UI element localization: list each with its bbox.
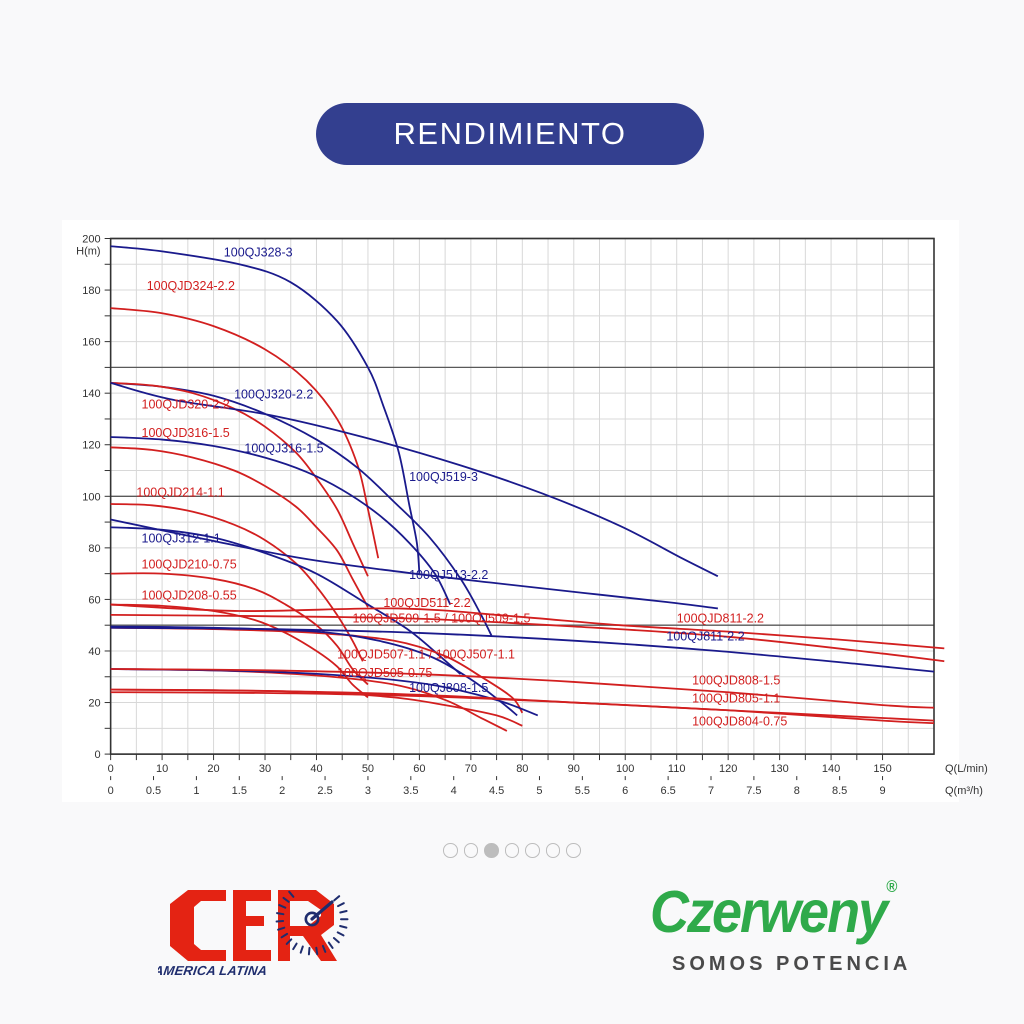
svg-text:8.5: 8.5 xyxy=(832,785,847,797)
svg-text:0.5: 0.5 xyxy=(146,785,161,797)
svg-text:0: 0 xyxy=(108,785,114,797)
svg-text:100QJD214-1.1: 100QJD214-1.1 xyxy=(136,485,224,499)
svg-text:100QJD811-2.2: 100QJD811-2.2 xyxy=(677,612,764,626)
svg-text:120: 120 xyxy=(82,440,100,452)
svg-text:60: 60 xyxy=(88,594,100,606)
svg-text:4: 4 xyxy=(451,785,457,797)
svg-text:H(m): H(m) xyxy=(76,246,100,258)
svg-text:100: 100 xyxy=(616,763,634,775)
svg-text:7.5: 7.5 xyxy=(746,785,761,797)
svg-text:70: 70 xyxy=(465,763,477,775)
svg-text:50: 50 xyxy=(362,763,374,775)
svg-text:9: 9 xyxy=(879,785,885,797)
svg-text:80: 80 xyxy=(88,543,100,555)
svg-text:AMERICA LATINA: AMERICA LATINA xyxy=(158,963,268,978)
svg-text:30: 30 xyxy=(259,763,271,775)
svg-text:100QJD324-2.2: 100QJD324-2.2 xyxy=(147,279,235,293)
svg-text:40: 40 xyxy=(88,646,100,658)
svg-text:100QJD320-2.2: 100QJD320-2.2 xyxy=(142,398,230,412)
svg-text:80: 80 xyxy=(516,763,528,775)
svg-text:100QJD509-1.5 / 100QJ509-1.5: 100QJD509-1.5 / 100QJ509-1.5 xyxy=(353,612,531,626)
svg-text:6: 6 xyxy=(622,785,628,797)
svg-text:100: 100 xyxy=(82,491,100,503)
svg-text:110: 110 xyxy=(668,763,686,775)
svg-text:90: 90 xyxy=(568,763,580,775)
svg-text:140: 140 xyxy=(822,763,840,775)
svg-text:2: 2 xyxy=(279,785,285,797)
svg-text:100QJD208-0.55: 100QJD208-0.55 xyxy=(142,588,237,602)
svg-text:100QJ316-1.5: 100QJ316-1.5 xyxy=(244,442,323,456)
svg-text:40: 40 xyxy=(310,763,322,775)
svg-text:100QJD808-1.5: 100QJD808-1.5 xyxy=(692,674,780,688)
svg-text:100QJD210-0.75: 100QJD210-0.75 xyxy=(142,558,237,572)
svg-text:200: 200 xyxy=(82,234,100,246)
svg-text:Q(L/min): Q(L/min) xyxy=(945,763,988,775)
svg-text:100QJ320-2.2: 100QJ320-2.2 xyxy=(234,387,313,401)
svg-text:160: 160 xyxy=(82,337,100,349)
svg-text:100QJ808-1.5: 100QJ808-1.5 xyxy=(409,681,488,695)
svg-text:100QJ811-2.2: 100QJ811-2.2 xyxy=(666,630,744,644)
svg-text:100QJ328-3: 100QJ328-3 xyxy=(224,246,293,260)
svg-text:60: 60 xyxy=(413,763,425,775)
svg-text:Q(m³/h): Q(m³/h) xyxy=(945,785,983,797)
svg-text:180: 180 xyxy=(82,285,100,297)
svg-text:130: 130 xyxy=(770,763,788,775)
svg-text:4.5: 4.5 xyxy=(489,785,504,797)
svg-text:5: 5 xyxy=(536,785,542,797)
svg-text:100QJD505-0.75: 100QJD505-0.75 xyxy=(337,666,432,680)
svg-text:100QJD507-1.1 / 100QJ507-1.1: 100QJD507-1.1 / 100QJ507-1.1 xyxy=(337,648,515,662)
svg-text:140: 140 xyxy=(82,388,100,400)
svg-text:1.5: 1.5 xyxy=(232,785,247,797)
svg-text:6.5: 6.5 xyxy=(660,785,675,797)
svg-text:100QJ519-3: 100QJ519-3 xyxy=(409,470,478,484)
svg-text:8: 8 xyxy=(794,785,800,797)
svg-text:20: 20 xyxy=(88,698,100,710)
svg-text:0: 0 xyxy=(108,763,114,775)
svg-text:2.5: 2.5 xyxy=(317,785,332,797)
svg-text:100QJD804-0.75: 100QJD804-0.75 xyxy=(692,715,787,729)
svg-text:100QJD511-2.2: 100QJD511-2.2 xyxy=(383,596,470,610)
svg-text:7: 7 xyxy=(708,785,714,797)
svg-text:3.5: 3.5 xyxy=(403,785,418,797)
svg-text:100QJD805-1.1: 100QJD805-1.1 xyxy=(692,692,780,706)
svg-text:1: 1 xyxy=(193,785,199,797)
svg-text:120: 120 xyxy=(719,763,737,775)
svg-text:100QJD316-1.5: 100QJD316-1.5 xyxy=(142,426,230,440)
svg-text:100QJ312-1.1: 100QJ312-1.1 xyxy=(142,532,221,546)
svg-text:10: 10 xyxy=(156,763,168,775)
svg-text:20: 20 xyxy=(207,763,219,775)
svg-text:5.5: 5.5 xyxy=(575,785,590,797)
svg-text:3: 3 xyxy=(365,785,371,797)
svg-text:0: 0 xyxy=(95,749,101,761)
svg-text:100QJ513-2.2: 100QJ513-2.2 xyxy=(409,568,488,582)
svg-text:150: 150 xyxy=(873,763,891,775)
